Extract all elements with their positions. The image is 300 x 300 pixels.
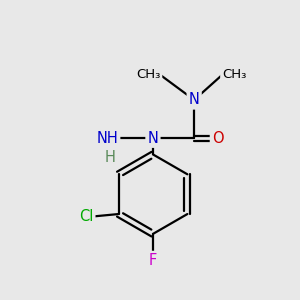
Text: H: H: [104, 150, 115, 165]
Text: F: F: [149, 253, 157, 268]
Text: Cl: Cl: [79, 209, 93, 224]
Text: N: N: [189, 92, 200, 107]
Text: CH₃: CH₃: [136, 68, 160, 81]
Text: CH₃: CH₃: [222, 68, 247, 81]
Text: N: N: [148, 131, 158, 146]
Text: NH: NH: [96, 131, 118, 146]
Text: O: O: [212, 131, 224, 146]
